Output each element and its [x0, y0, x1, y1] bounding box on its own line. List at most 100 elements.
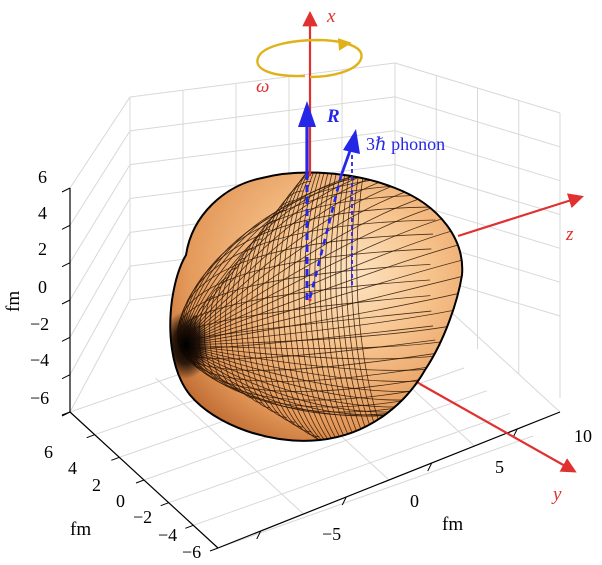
grid-line	[129, 96, 396, 132]
grid-line	[193, 412, 511, 526]
mesh-meridian	[179, 172, 463, 346]
lf-tick-6: 6	[44, 442, 53, 462]
mesh-meridian	[179, 172, 463, 346]
lf-tick-2: 2	[92, 475, 101, 495]
lf-tick-4: 4	[68, 458, 77, 478]
tick-mark	[61, 299, 71, 305]
mesh-meridian	[179, 325, 463, 349]
right-floor-axis-title: fm	[442, 514, 463, 535]
tick-mark	[341, 496, 347, 506]
mesh-meridian	[179, 194, 442, 346]
tick-mark	[160, 502, 169, 507]
y-axis-label: y	[551, 484, 562, 505]
mesh-ring	[351, 172, 451, 441]
tick-mark	[512, 428, 518, 438]
z-tick-m4: −4	[30, 350, 49, 370]
grid-line	[69, 130, 131, 226]
lf-tick-m6: −6	[182, 542, 201, 562]
mesh-ring	[340, 172, 435, 441]
phonon-arrowhead	[343, 129, 360, 154]
rf-tick-5: 5	[495, 457, 504, 477]
nucleus-surface	[169, 171, 464, 442]
mesh-meridian	[179, 263, 463, 346]
y-axis	[419, 383, 577, 473]
mesh-meridian	[179, 172, 460, 346]
tick-mark	[61, 262, 71, 268]
tick-mark	[61, 374, 71, 380]
tick-mark	[111, 456, 120, 461]
tick-mark	[61, 411, 71, 416]
mesh-meridian	[179, 172, 463, 346]
grid-line	[69, 299, 131, 413]
grid-line	[155, 377, 304, 515]
z-tick-m6: −6	[30, 388, 49, 408]
tick-mark	[61, 336, 71, 342]
grid-line	[69, 96, 131, 189]
rf-tick-m5: −5	[322, 524, 341, 544]
mesh-meridian	[179, 295, 463, 346]
mesh-meridian	[179, 279, 463, 346]
lf-tick-m4: −4	[158, 525, 177, 545]
mesh-meridian	[179, 233, 463, 346]
x-axis-label: x	[326, 6, 336, 27]
grid-line	[217, 435, 534, 549]
tick-mark	[185, 524, 194, 529]
mesh-meridian	[179, 248, 463, 346]
tick-mark	[427, 462, 433, 472]
z-tick-m2: −2	[30, 314, 49, 334]
phonon-vector-hidden	[308, 175, 343, 299]
tick-mark	[61, 187, 71, 193]
mesh-meridian	[179, 206, 463, 346]
left-floor-axis-title: fm	[70, 519, 91, 540]
mesh-ring	[335, 172, 427, 441]
vertical-axis-title: fm	[3, 291, 24, 312]
tick-mark	[135, 479, 145, 484]
mesh-ring	[330, 172, 418, 441]
tick-mark	[86, 434, 95, 439]
grid-line	[69, 232, 131, 338]
right-floor-axis-line	[217, 411, 561, 549]
lf-tick-0: 0	[116, 491, 125, 511]
mesh-meridian	[179, 310, 463, 346]
grid-line	[129, 130, 396, 166]
tick-mark	[209, 547, 219, 552]
mesh-ring	[345, 172, 443, 441]
phonon-label: 3ℏ phonon	[366, 134, 445, 154]
mesh-meridian	[179, 344, 463, 392]
z-tick-4: 4	[38, 203, 47, 223]
z-tick-6: 6	[38, 167, 47, 187]
R-label: R	[326, 106, 340, 127]
z-axis	[457, 193, 584, 238]
mesh-meridian	[179, 219, 463, 346]
R-arrowhead	[298, 101, 316, 127]
grid-line	[69, 198, 131, 301]
axis-ticks: 6 4 2 0 −2 −4 −6 fm 6 4 2 0 −2 −4 −6 fm …	[3, 167, 592, 562]
omega-label: ω	[256, 76, 269, 97]
rotation-arrow-icon	[256, 38, 363, 79]
mesh-meridian	[179, 194, 463, 346]
grid-line	[69, 265, 131, 375]
mesh-meridian	[179, 344, 463, 382]
phonon-vector	[339, 147, 353, 177]
rf-tick-10: 10	[574, 426, 592, 446]
mesh-meridian	[179, 172, 463, 346]
tick-mark	[256, 530, 262, 540]
mesh-meridian	[179, 339, 463, 360]
mesh-meridian	[179, 172, 455, 346]
mesh-ring	[356, 172, 459, 441]
lf-tick-m2: −2	[133, 507, 152, 527]
mesh-ring	[319, 172, 402, 441]
z-tick-0: 0	[38, 277, 47, 297]
z-tick-2: 2	[38, 239, 47, 259]
mesh-meridian	[179, 172, 463, 346]
mesh-meridian	[179, 184, 463, 346]
mesh-ring	[324, 172, 410, 441]
rf-tick-0: 0	[410, 491, 419, 511]
pole-shadow	[170, 311, 210, 379]
grid-line	[69, 164, 131, 263]
z-axis-label: z	[565, 224, 574, 245]
tick-mark	[61, 224, 71, 230]
mesh-meridian	[179, 344, 463, 371]
